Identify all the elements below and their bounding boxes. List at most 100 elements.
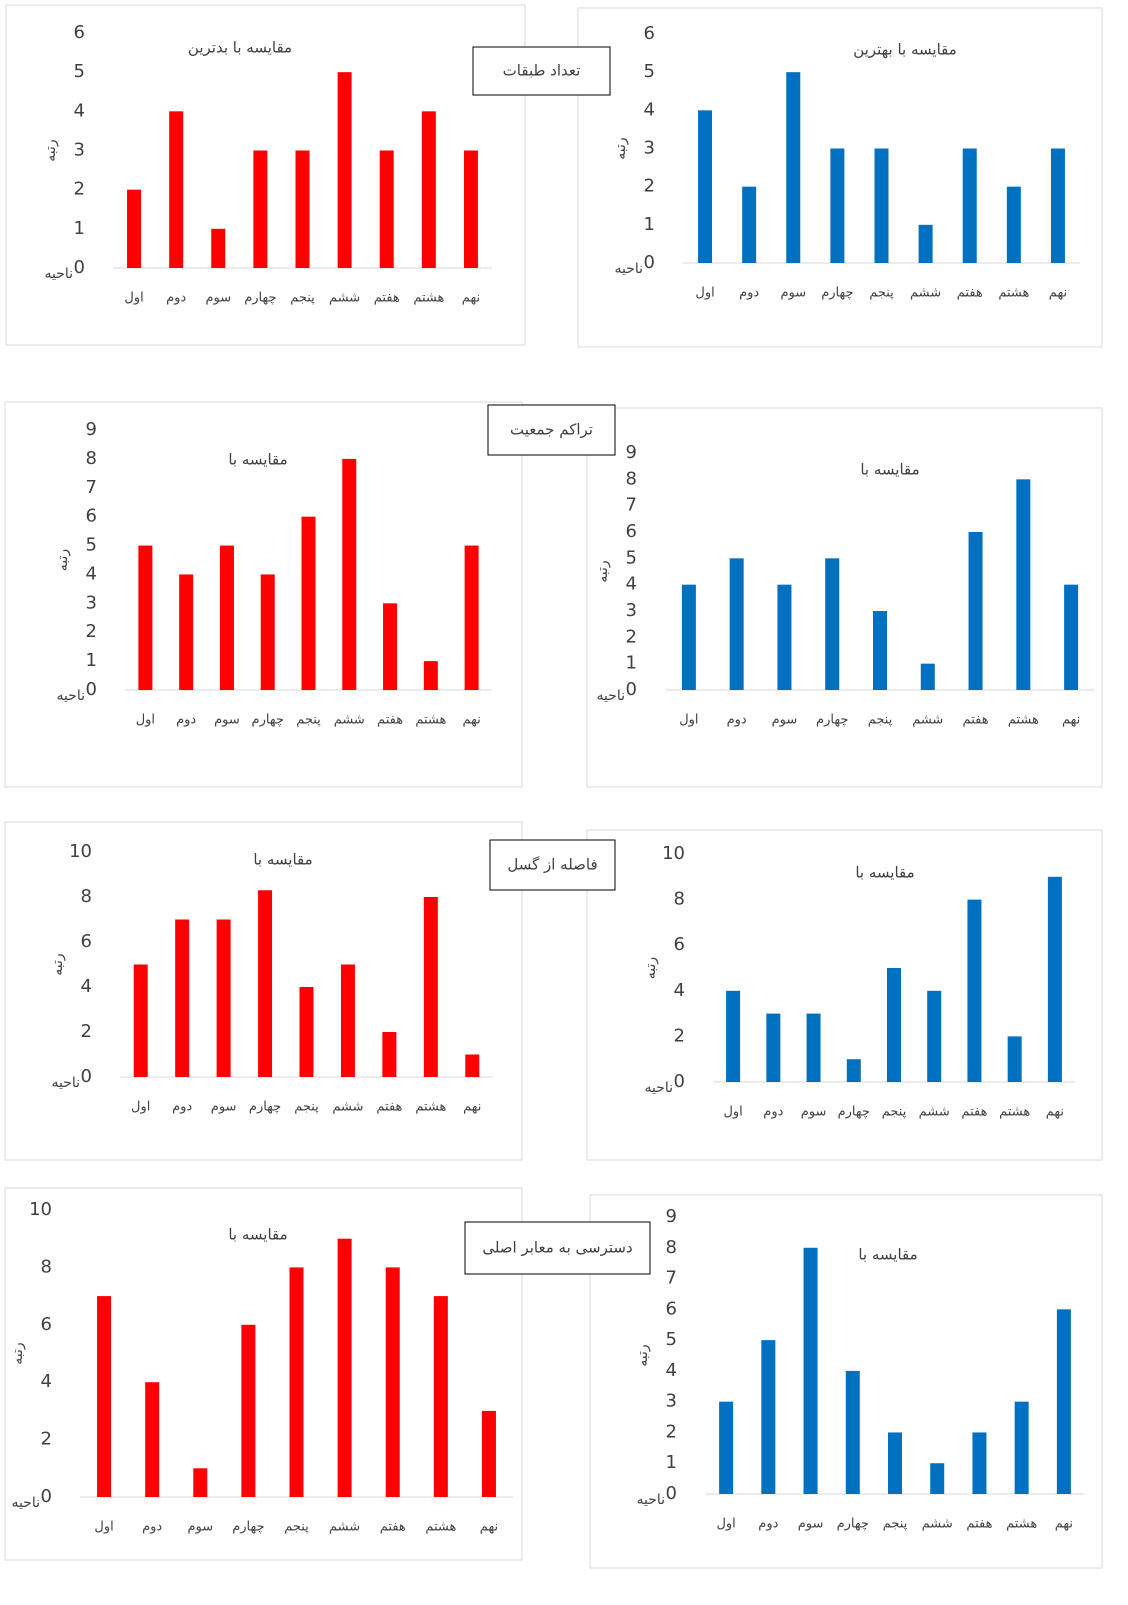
y-axis-label: رتبه bbox=[50, 953, 66, 975]
x-tick-label: ششم bbox=[332, 1100, 363, 1115]
x-tick-label: ششم bbox=[329, 291, 360, 306]
bar bbox=[766, 1013, 781, 1082]
bar bbox=[786, 72, 801, 264]
y-axis-label: رتبه bbox=[10, 1342, 26, 1364]
x-tick-label: چهارم bbox=[249, 1100, 281, 1115]
y-tick-label: 0 bbox=[626, 679, 637, 700]
y-tick-label: 4 bbox=[644, 99, 655, 120]
x-tick-label: اول bbox=[131, 1100, 150, 1115]
y-axis-label: رتبه bbox=[595, 560, 611, 582]
x-tick-label: سوم bbox=[772, 713, 798, 728]
y-tick-label: 2 bbox=[674, 1025, 685, 1046]
y-tick-label: 0 bbox=[86, 679, 97, 700]
bar bbox=[1064, 584, 1079, 690]
x-tick-label: دوم bbox=[176, 713, 196, 728]
bar bbox=[845, 1370, 860, 1494]
bar bbox=[1047, 876, 1062, 1082]
x-tick-label: هفتم bbox=[961, 1105, 987, 1120]
bar bbox=[806, 1013, 821, 1082]
y-tick-label: 0 bbox=[74, 257, 85, 278]
y-tick-label: 5 bbox=[86, 535, 97, 556]
chart-title: مقایسه با bbox=[860, 461, 919, 479]
x-tick-label: نهم bbox=[1049, 286, 1067, 301]
x-tick-label: سوم bbox=[211, 1100, 237, 1115]
y-tick-label: 3 bbox=[74, 140, 85, 161]
section-label-box bbox=[487, 404, 616, 456]
bar bbox=[138, 545, 153, 690]
x-tick-label: هفتم bbox=[966, 1517, 992, 1532]
y-axis-label: رتبه bbox=[55, 549, 71, 571]
y-tick-label: 5 bbox=[626, 547, 637, 568]
bar bbox=[803, 1247, 818, 1494]
x-tick-label: ششم bbox=[329, 1520, 360, 1535]
y-tick-label: 4 bbox=[74, 100, 85, 121]
y-tick-label: 2 bbox=[626, 626, 637, 647]
y-tick-label: 6 bbox=[666, 1298, 677, 1319]
x-tick-label: سوم bbox=[780, 286, 806, 301]
bar bbox=[379, 150, 394, 268]
bar bbox=[193, 1468, 208, 1497]
bar bbox=[888, 1432, 902, 1494]
y-tick-label: 4 bbox=[41, 1371, 52, 1392]
y-tick-label: 7 bbox=[86, 477, 97, 498]
bar bbox=[337, 72, 352, 269]
x-tick-label: هشتم bbox=[413, 291, 444, 306]
x-tick-label: چهارم bbox=[838, 1105, 870, 1120]
y-tick-label: 8 bbox=[666, 1237, 677, 1258]
x-tick-label: اول bbox=[136, 713, 155, 728]
bar bbox=[874, 148, 889, 263]
bar bbox=[968, 532, 983, 690]
x-tick-label: سوم bbox=[214, 713, 240, 728]
x-tick-label: دوم bbox=[727, 713, 747, 728]
y-tick-label: 2 bbox=[41, 1429, 52, 1450]
x-tick-label: ششم bbox=[910, 286, 941, 301]
y-tick-label: 5 bbox=[644, 61, 655, 82]
x-tick-label: نهم bbox=[462, 713, 480, 728]
y-tick-label: 2 bbox=[644, 176, 655, 197]
x-tick-label: هشتم bbox=[425, 1520, 456, 1535]
x-tick-label: نهم bbox=[1062, 713, 1080, 728]
x-tick-label: ششم bbox=[334, 713, 365, 728]
bar bbox=[846, 1059, 861, 1082]
y-tick-label: 2 bbox=[666, 1421, 677, 1442]
y-tick-label: 1 bbox=[74, 218, 85, 239]
bar bbox=[1006, 186, 1021, 263]
y-tick-label: 6 bbox=[626, 521, 637, 542]
bar bbox=[260, 574, 275, 690]
y-tick-label: 8 bbox=[674, 889, 685, 910]
chart-frame bbox=[5, 4, 526, 346]
y-tick-label: 7 bbox=[666, 1268, 677, 1289]
x-axis-label: ناحیه bbox=[596, 688, 625, 704]
bar bbox=[761, 1340, 776, 1494]
x-tick-label: پنجم bbox=[284, 1520, 309, 1535]
x-tick-label: چهارم bbox=[837, 1517, 869, 1532]
y-tick-label: 0 bbox=[81, 1066, 92, 1087]
bar bbox=[463, 150, 478, 268]
x-axis-label: ناحیه bbox=[44, 266, 73, 282]
y-axis-label: رتبه bbox=[613, 137, 629, 159]
y-axis-label: رتبه bbox=[643, 957, 659, 979]
bar bbox=[241, 1324, 256, 1497]
y-tick-label: 2 bbox=[86, 621, 97, 642]
x-tick-label: چهارم bbox=[232, 1520, 264, 1535]
y-tick-label: 6 bbox=[41, 1314, 52, 1335]
bar bbox=[930, 1463, 945, 1494]
bar bbox=[423, 897, 438, 1077]
chart-title: مقایسه با bbox=[253, 851, 312, 869]
x-tick-label: هشتم bbox=[415, 713, 446, 728]
y-tick-label: 8 bbox=[86, 448, 97, 469]
x-tick-label: سوم bbox=[798, 1517, 824, 1532]
x-tick-label: ششم bbox=[912, 713, 943, 728]
chart-frame bbox=[586, 829, 1103, 1161]
x-tick-label: دوم bbox=[763, 1105, 783, 1120]
y-tick-label: 10 bbox=[29, 1199, 52, 1220]
y-tick-label: 6 bbox=[74, 22, 85, 43]
x-tick-label: پنجم bbox=[290, 291, 315, 306]
x-tick-label: دوم bbox=[739, 286, 759, 301]
bar bbox=[342, 458, 357, 690]
chart-frame bbox=[4, 821, 523, 1161]
bar bbox=[825, 558, 840, 690]
x-tick-label: نهم bbox=[463, 1100, 481, 1115]
x-tick-label: پنجم bbox=[296, 713, 321, 728]
